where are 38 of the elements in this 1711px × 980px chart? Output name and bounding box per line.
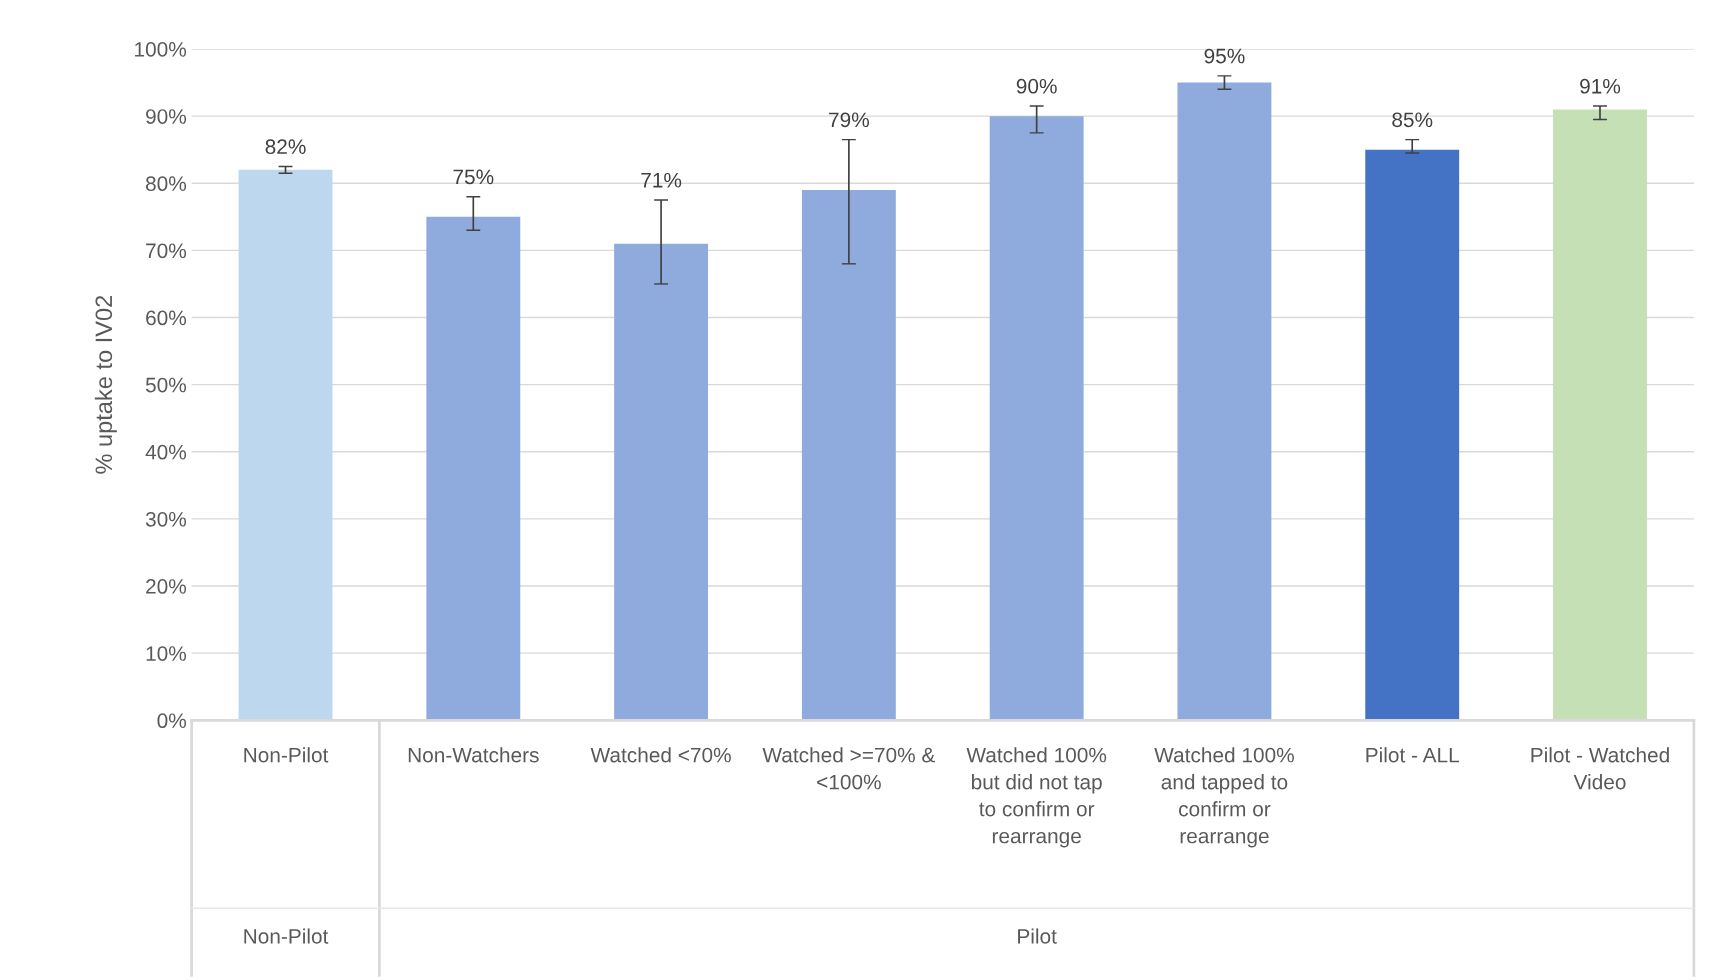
x-tick-label: Watched <70%: [590, 747, 731, 763]
bar: [1553, 109, 1647, 721]
y-tick-label: 60%: [146, 310, 187, 326]
data-label: 75%: [453, 169, 494, 185]
x-tick-label: Pilot - Watched Video: [1531, 747, 1669, 790]
y-tick-label: 40%: [145, 444, 187, 460]
text: Pilot: [1018, 928, 1057, 944]
y-tick-label: 90%: [146, 109, 187, 124]
data-label: 90%: [1016, 78, 1057, 94]
y-tick-label: 10%: [146, 646, 187, 661]
data-label: 85%: [1392, 112, 1433, 128]
y-axis-title: % uptake to IV02: [94, 295, 117, 474]
x-tick-label: Watched 100% but did not tap to confirm or rearrange: [966, 747, 1107, 848]
bar: [1365, 149, 1460, 721]
y-tick-label: 100%: [135, 42, 187, 57]
x-tick-label: Non-Watchers: [408, 747, 539, 763]
bar: [1177, 82, 1272, 721]
data-label: 71%: [641, 172, 682, 188]
bar: [801, 189, 896, 721]
data-label: 95%: [1204, 48, 1245, 64]
data-label: 91%: [1580, 78, 1621, 94]
y-tick-label: 80%: [145, 176, 187, 192]
y-tick-label: 20%: [146, 579, 187, 594]
text: Non-Pilot: [244, 928, 329, 944]
y-tick-label: 50%: [145, 377, 187, 393]
x-tick-label: Watched >=70% & <100%: [762, 747, 936, 790]
bar: [238, 169, 333, 721]
y-tick-label: 0%: [157, 713, 187, 729]
bar: [614, 243, 709, 721]
y-tick-label: 70%: [146, 243, 187, 259]
data-label: 82%: [265, 139, 306, 155]
bar: [989, 116, 1084, 721]
data-label: 79%: [829, 112, 869, 128]
bar: [426, 216, 521, 721]
y-tick-label: 30%: [145, 511, 187, 527]
x-tick-label: Watched 100% and tapped to confirm or rearrange: [1154, 747, 1294, 848]
x-tick-label: Pilot - ALL: [1366, 747, 1460, 763]
x-tick-label: Non-Pilot: [244, 747, 329, 763]
